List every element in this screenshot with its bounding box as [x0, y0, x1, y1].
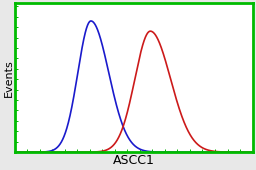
- X-axis label: ASCC1: ASCC1: [113, 154, 155, 167]
- Y-axis label: Events: Events: [4, 59, 14, 97]
